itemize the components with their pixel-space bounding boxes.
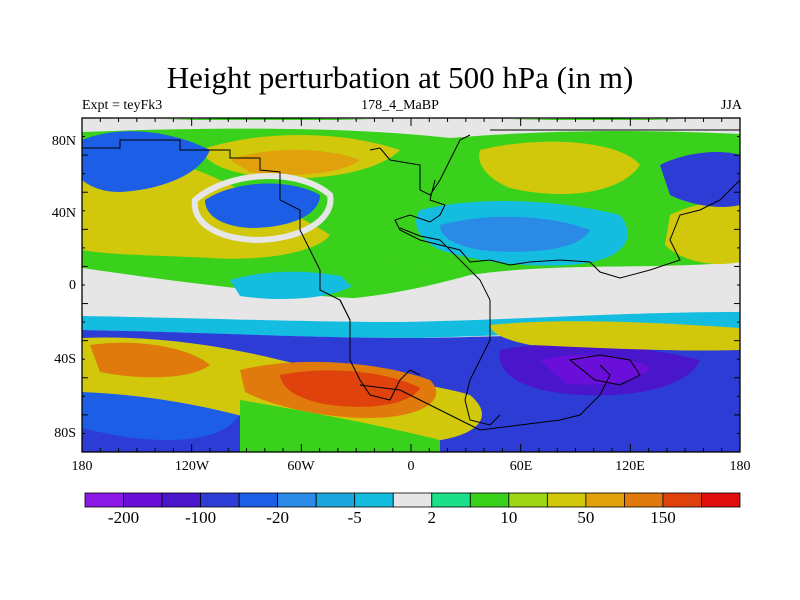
x-tick-label: 60W — [287, 459, 315, 474]
colorbar-box — [315, 492, 356, 508]
y-tick-label: 80S — [54, 426, 76, 441]
colorbar-box — [238, 492, 279, 508]
contour-sh-purple — [540, 354, 650, 385]
colorbar-box — [701, 492, 741, 508]
colorbar-box — [354, 492, 394, 508]
colorbar-box — [123, 492, 163, 508]
axis-ticks — [81, 117, 741, 453]
colorbar-box — [624, 492, 664, 508]
colorbar-box — [431, 492, 471, 508]
coast-greenland-arctic — [369, 134, 471, 196]
contour-nh-yellow-far-east — [665, 202, 740, 265]
coast-north-america — [82, 139, 351, 321]
colorbar-box — [546, 492, 587, 508]
contour-nh-white-ring — [191, 173, 334, 244]
x-tick-label: 120E — [615, 459, 645, 474]
colorbar — [84, 492, 741, 508]
colorbar-label: -5 — [347, 508, 362, 527]
colorbar-label: 150 — [650, 508, 676, 527]
contour-eq-cyan — [230, 271, 360, 299]
coast-antarctica — [359, 364, 611, 431]
right-string: JJA — [720, 98, 742, 113]
x-tick-label: 180 — [729, 459, 751, 474]
contour-sh-orange-west — [90, 342, 210, 378]
coast-australia — [568, 354, 641, 386]
contour-nh-blue-ne — [660, 152, 740, 207]
colorbar-box — [200, 492, 240, 508]
colorbar-label: -200 — [107, 508, 140, 527]
colorbar-label: -100 — [184, 508, 217, 527]
colorbar-box — [662, 492, 702, 508]
height-contour-field — [82, 118, 740, 452]
y-tick-label: 40S — [54, 352, 76, 367]
contour-sh-green-ring — [240, 400, 440, 452]
y-tick-label: 40N — [51, 206, 76, 221]
x-tick-label: 60E — [509, 459, 533, 474]
coast-africa — [399, 227, 501, 426]
x-tick-label: 0 — [407, 459, 415, 474]
contour-nh-blue-nw — [82, 131, 210, 192]
plot-title: Height perturbation at 500 hPa (in m) — [166, 60, 634, 95]
colorbar-label: -20 — [266, 508, 289, 527]
coast-eurasia — [394, 129, 740, 279]
contour-eq-green — [330, 259, 440, 289]
left-string: Expt = teyFk3 — [82, 98, 163, 113]
colorbar-label: 10 — [500, 508, 518, 527]
colorbar-box — [508, 492, 548, 508]
contour-nh-orange-north — [230, 149, 360, 175]
contour-nh-yellow-east — [479, 141, 640, 195]
colorbar-box — [84, 492, 124, 508]
contour-sh-yellow-east — [490, 321, 740, 351]
contour-nh-blue-center — [205, 183, 320, 228]
contour-eq-gray — [82, 268, 740, 322]
y-tick-label: 80N — [51, 134, 76, 149]
colorbar-label: 2 — [427, 508, 437, 527]
colorbar-box — [392, 492, 433, 508]
contour-sh-red — [280, 370, 420, 407]
x-tick-label: 120W — [174, 459, 210, 474]
y-tick-label: 0 — [69, 278, 76, 293]
colorbar-box — [161, 492, 201, 508]
center-string: 178_4_MaBP — [361, 98, 439, 113]
coastlines — [82, 129, 740, 431]
colorbar-label: 50 — [577, 508, 595, 527]
colorbar-box — [277, 492, 317, 508]
contour-nh-blue-east — [440, 216, 590, 252]
x-tick-label: 180 — [71, 459, 93, 474]
colorbar-box — [585, 492, 625, 508]
colorbar-box — [469, 492, 510, 508]
coast-south-america — [339, 299, 421, 401]
contour-nh-white-north — [82, 120, 740, 138]
